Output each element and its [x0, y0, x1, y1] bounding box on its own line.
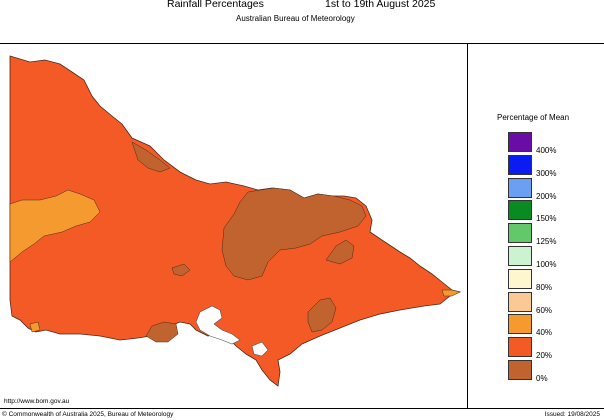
- moderate-region-southwest: [29, 321, 41, 333]
- page-title: Rainfall Percentages: [167, 0, 264, 10]
- legend-label: 200%: [536, 191, 557, 201]
- dry-region-small: [171, 263, 191, 277]
- dry-region-north: [131, 141, 171, 173]
- western-port: [251, 341, 269, 357]
- legend-label: 150%: [536, 214, 557, 224]
- header: Rainfall Percentages 1st to 19th August …: [0, 0, 604, 14]
- dry-region-south-gippsland: [307, 297, 337, 333]
- legend-swatch: [508, 360, 532, 380]
- footer-url[interactable]: http://www.bom.gov.au: [4, 398, 70, 405]
- legend-swatch: [508, 246, 532, 266]
- legend-swatch: [508, 200, 532, 221]
- legend-swatch: [508, 223, 532, 244]
- issued-date: Issued: 19/08/2025: [544, 411, 600, 418]
- legend-label: 80%: [536, 282, 553, 292]
- legend-label: 300%: [536, 168, 557, 178]
- map-area: [0, 43, 468, 409]
- dry-region-northeast: [221, 187, 367, 281]
- victoria-map: [9, 55, 462, 387]
- legend-title: Percentage of Mean: [497, 113, 570, 122]
- legend-label: 40%: [536, 328, 553, 338]
- legend-swatch: [508, 337, 532, 358]
- legend-swatch: [508, 291, 532, 312]
- legend-swatch: [508, 268, 532, 289]
- figure-frame: [0, 43, 604, 409]
- dry-region-gippsland: [325, 239, 355, 265]
- legend-swatch: [508, 132, 532, 152]
- legend-label: 0%: [536, 374, 548, 383]
- subtitle-text: Australian Bureau of Meteorology: [236, 14, 355, 23]
- legend-label: 60%: [536, 305, 553, 315]
- legend: Percentage of Mean 400% 300% 200% 150% 125% 1…: [469, 44, 604, 408]
- copyright-text: © Commonwealth of Australia 2025, Bureau…: [2, 411, 174, 418]
- date-range: 1st to 19th August 2025: [325, 0, 436, 10]
- moderate-region-east-tip: [441, 289, 461, 297]
- legend-swatch: [508, 314, 532, 335]
- legend-label: 400%: [536, 146, 557, 155]
- moderate-region-west: [9, 189, 101, 263]
- legend-label: 100%: [536, 260, 557, 269]
- port-phillip-bay: [195, 305, 241, 345]
- dry-region-central: [145, 321, 179, 343]
- legend-swatch: [508, 177, 532, 198]
- legend-label: 20%: [536, 351, 553, 361]
- legend-swatch: [508, 154, 532, 175]
- legend-label: 125%: [536, 237, 557, 247]
